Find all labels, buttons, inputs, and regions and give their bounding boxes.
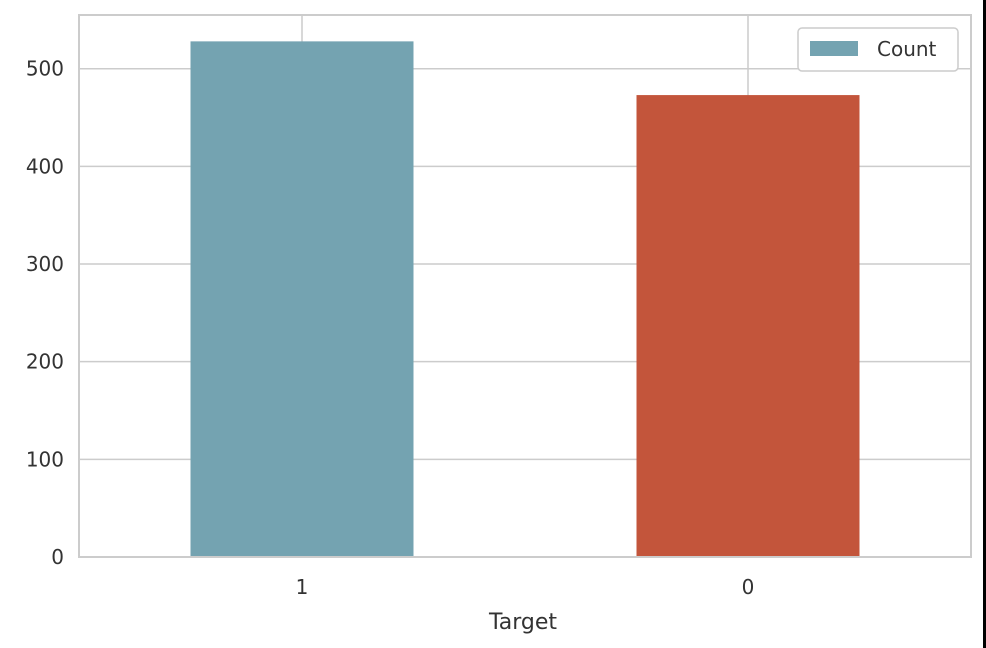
y-tick-label: 0 (51, 545, 64, 569)
plot-frame (78, 14, 972, 558)
legend-swatch-count (810, 41, 858, 56)
x-axis-label: Target (488, 610, 557, 635)
y-tick-labels: 0 100 200 300 400 500 (26, 57, 64, 569)
y-tick-label: 300 (26, 252, 64, 276)
y-tick-label: 200 (26, 350, 64, 374)
bars (190, 41, 860, 558)
legend-box (797, 27, 959, 72)
y-tick-label: 400 (26, 154, 64, 178)
bar-0 (636, 95, 860, 557)
bar-1 (190, 41, 414, 558)
y-tick-label: 100 (26, 447, 64, 471)
y-tick-label: 500 (26, 57, 64, 81)
legend-label-count: Count (877, 37, 937, 61)
x-tick-label: 0 (742, 575, 755, 599)
legend: Count (797, 27, 959, 72)
x-tick-label: 1 (296, 575, 309, 599)
